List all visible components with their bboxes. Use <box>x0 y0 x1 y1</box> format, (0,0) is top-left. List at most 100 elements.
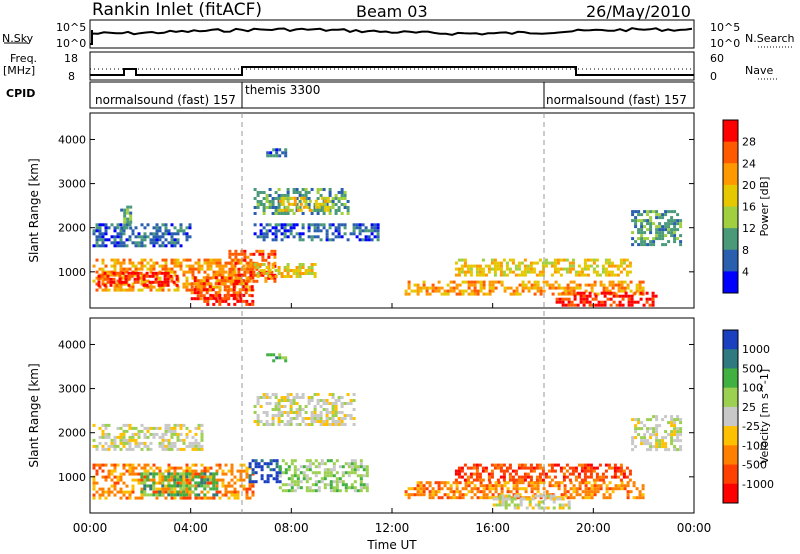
y-tick-label-1000: 1000 <box>58 266 86 279</box>
freq-top-tick: 18 <box>64 52 78 65</box>
date-title: 26/May/2010 <box>586 2 691 21</box>
noise-left-bottom-tick: 10^0 <box>56 37 87 50</box>
data-region-13 <box>454 258 632 277</box>
data-region-4 <box>97 271 179 287</box>
y-axis-label: Slant Range [km] <box>27 158 41 262</box>
data-region-16 <box>266 148 288 158</box>
colorbar-tick-4: 16 <box>742 201 756 214</box>
power-data-layer <box>92 148 683 307</box>
colorbar-tick-2: 500 <box>742 362 763 375</box>
data-region-1 <box>92 423 204 451</box>
y-tick-label-3000: 3000 <box>58 383 86 396</box>
data-region-6 <box>203 293 255 306</box>
x-tick-label-7: 00:00 <box>677 521 712 535</box>
data-region-8 <box>454 463 632 482</box>
freq-label: Freq. <box>10 52 38 65</box>
colorbar-tick-7: -500 <box>742 459 767 472</box>
colorbar-cell-1 <box>723 330 738 350</box>
freq-panel-frame <box>89 51 695 81</box>
data-region-15 <box>631 210 683 247</box>
cpid-segment-1: normalsound (fast) 157 <box>95 93 236 107</box>
x-tick-label-1: 00:00 <box>73 521 108 535</box>
colorbar-tick-3: 100 <box>742 382 763 395</box>
nave-label: Nave <box>745 64 774 77</box>
colorbar-tick-3: 20 <box>742 179 756 192</box>
data-region-5 <box>190 276 254 301</box>
data-region-9 <box>492 494 571 510</box>
cpid-label: CPID <box>6 87 36 100</box>
colorbar-tick-6: -100 <box>742 439 767 452</box>
station-title: Rankin Inlet (fitACF) <box>92 0 263 20</box>
colorbar-cell-5 <box>723 206 738 229</box>
colorbar-cell-6 <box>723 228 738 251</box>
colorbar-cell-4 <box>723 184 738 207</box>
colorbar-tick-5: 12 <box>742 222 756 235</box>
colorbar-cell-7 <box>723 249 738 272</box>
colorbar-tick-2: 24 <box>742 157 756 170</box>
colorbar-cell-2 <box>723 141 738 164</box>
x-tick-label-4: 12:00 <box>375 521 410 535</box>
x-tick-label-6: 20:00 <box>576 521 611 535</box>
colorbar-cell-8 <box>723 271 738 294</box>
velocity-colorbar: 1000 500 100 25 -25 -100 -500 -1000 Velocity [m … <box>722 329 774 504</box>
cpid-segment-2: themis 3300 <box>245 83 321 97</box>
colorbar-tick-1: 28 <box>742 136 756 149</box>
y-axis-label: Slant Range [km] <box>27 363 41 467</box>
y-tick-label-4000: 4000 <box>58 133 86 146</box>
nsearch-label: N.Search <box>745 32 795 45</box>
colorbar-cell-1 <box>723 120 738 143</box>
freq-bottom-tick: 8 <box>68 70 75 83</box>
freq-line <box>90 66 694 76</box>
y-tick-label-2000: 2000 <box>58 427 86 440</box>
data-region-10 <box>631 415 683 452</box>
colorbar-cell-3 <box>723 163 738 186</box>
colorbar-tick-1: 1000 <box>742 343 770 356</box>
colorbar-cell-2 <box>723 349 738 369</box>
colorbar-tick-4: 25 <box>742 401 756 414</box>
data-region-7 <box>404 481 645 500</box>
colorbar-cell-4 <box>723 387 738 408</box>
colorbar-tick-5: -25 <box>742 420 760 433</box>
colorbar-tick-6: 8 <box>742 244 749 257</box>
cpid-panel-frame <box>89 81 695 109</box>
x-axis-label: Time UT <box>366 538 417 552</box>
noise-right-bottom-tick: 10^0 <box>710 37 741 50</box>
x-tick-label-3: 08:00 <box>274 521 309 535</box>
y-tick-label-3000: 3000 <box>58 178 86 191</box>
colorbar-cell-7 <box>723 445 738 466</box>
freq-unit-label: [MHz] <box>3 64 36 77</box>
data-region-11 <box>253 223 380 242</box>
y-tick-label-2000: 2000 <box>58 222 86 235</box>
nave-top-tick: 60 <box>710 52 724 65</box>
colorbar-tick-7: 4 <box>742 265 749 278</box>
data-region-3 <box>140 472 219 497</box>
colorbar-cell-6 <box>723 426 738 446</box>
x-tick-label-5: 16:00 <box>475 521 510 535</box>
noise-right-top-tick: 10^5 <box>710 21 741 34</box>
power-panel-frame <box>89 112 695 309</box>
time-axis: 00:00 04:00 08:00 12:00 16:00 20:00 00:00 Time … <box>73 521 712 552</box>
colorbar-cell-9 <box>723 483 738 504</box>
data-region-6 <box>278 459 369 493</box>
noise-sky-line <box>90 27 693 45</box>
data-region-11 <box>266 353 288 363</box>
colorbar-label: Velocity [m s^-1] <box>758 369 771 464</box>
data-region-14 <box>555 291 658 307</box>
colorbar-tick-8: -1000 <box>742 478 774 491</box>
nave-bottom-tick: 0 <box>710 70 717 83</box>
y-tick-label-4000: 4000 <box>58 338 86 351</box>
beam-title: Beam 03 <box>356 2 428 21</box>
cpid-segment-3: normalsound (fast) 157 <box>546 93 687 107</box>
velocity-data-layer <box>92 353 683 510</box>
colorbar-cell-3 <box>723 368 738 389</box>
noise-left-top-tick: 10^5 <box>56 21 87 34</box>
power-colorbar: 28 24 20 16 12 8 4 Power [dB] <box>722 119 771 294</box>
data-region-2 <box>120 205 133 230</box>
data-region-2 <box>92 463 255 500</box>
noise-panel-frame <box>89 19 695 49</box>
velocity-axis: 1000 2000 3000 4000 Slant Range [km] <box>27 338 695 513</box>
data-region-4 <box>253 393 356 426</box>
colorbar-label: Power [dB] <box>758 177 771 237</box>
power-axis: 1000 2000 3000 4000 Slant Range [km] <box>27 133 695 308</box>
colorbar-cell-8 <box>723 464 738 485</box>
